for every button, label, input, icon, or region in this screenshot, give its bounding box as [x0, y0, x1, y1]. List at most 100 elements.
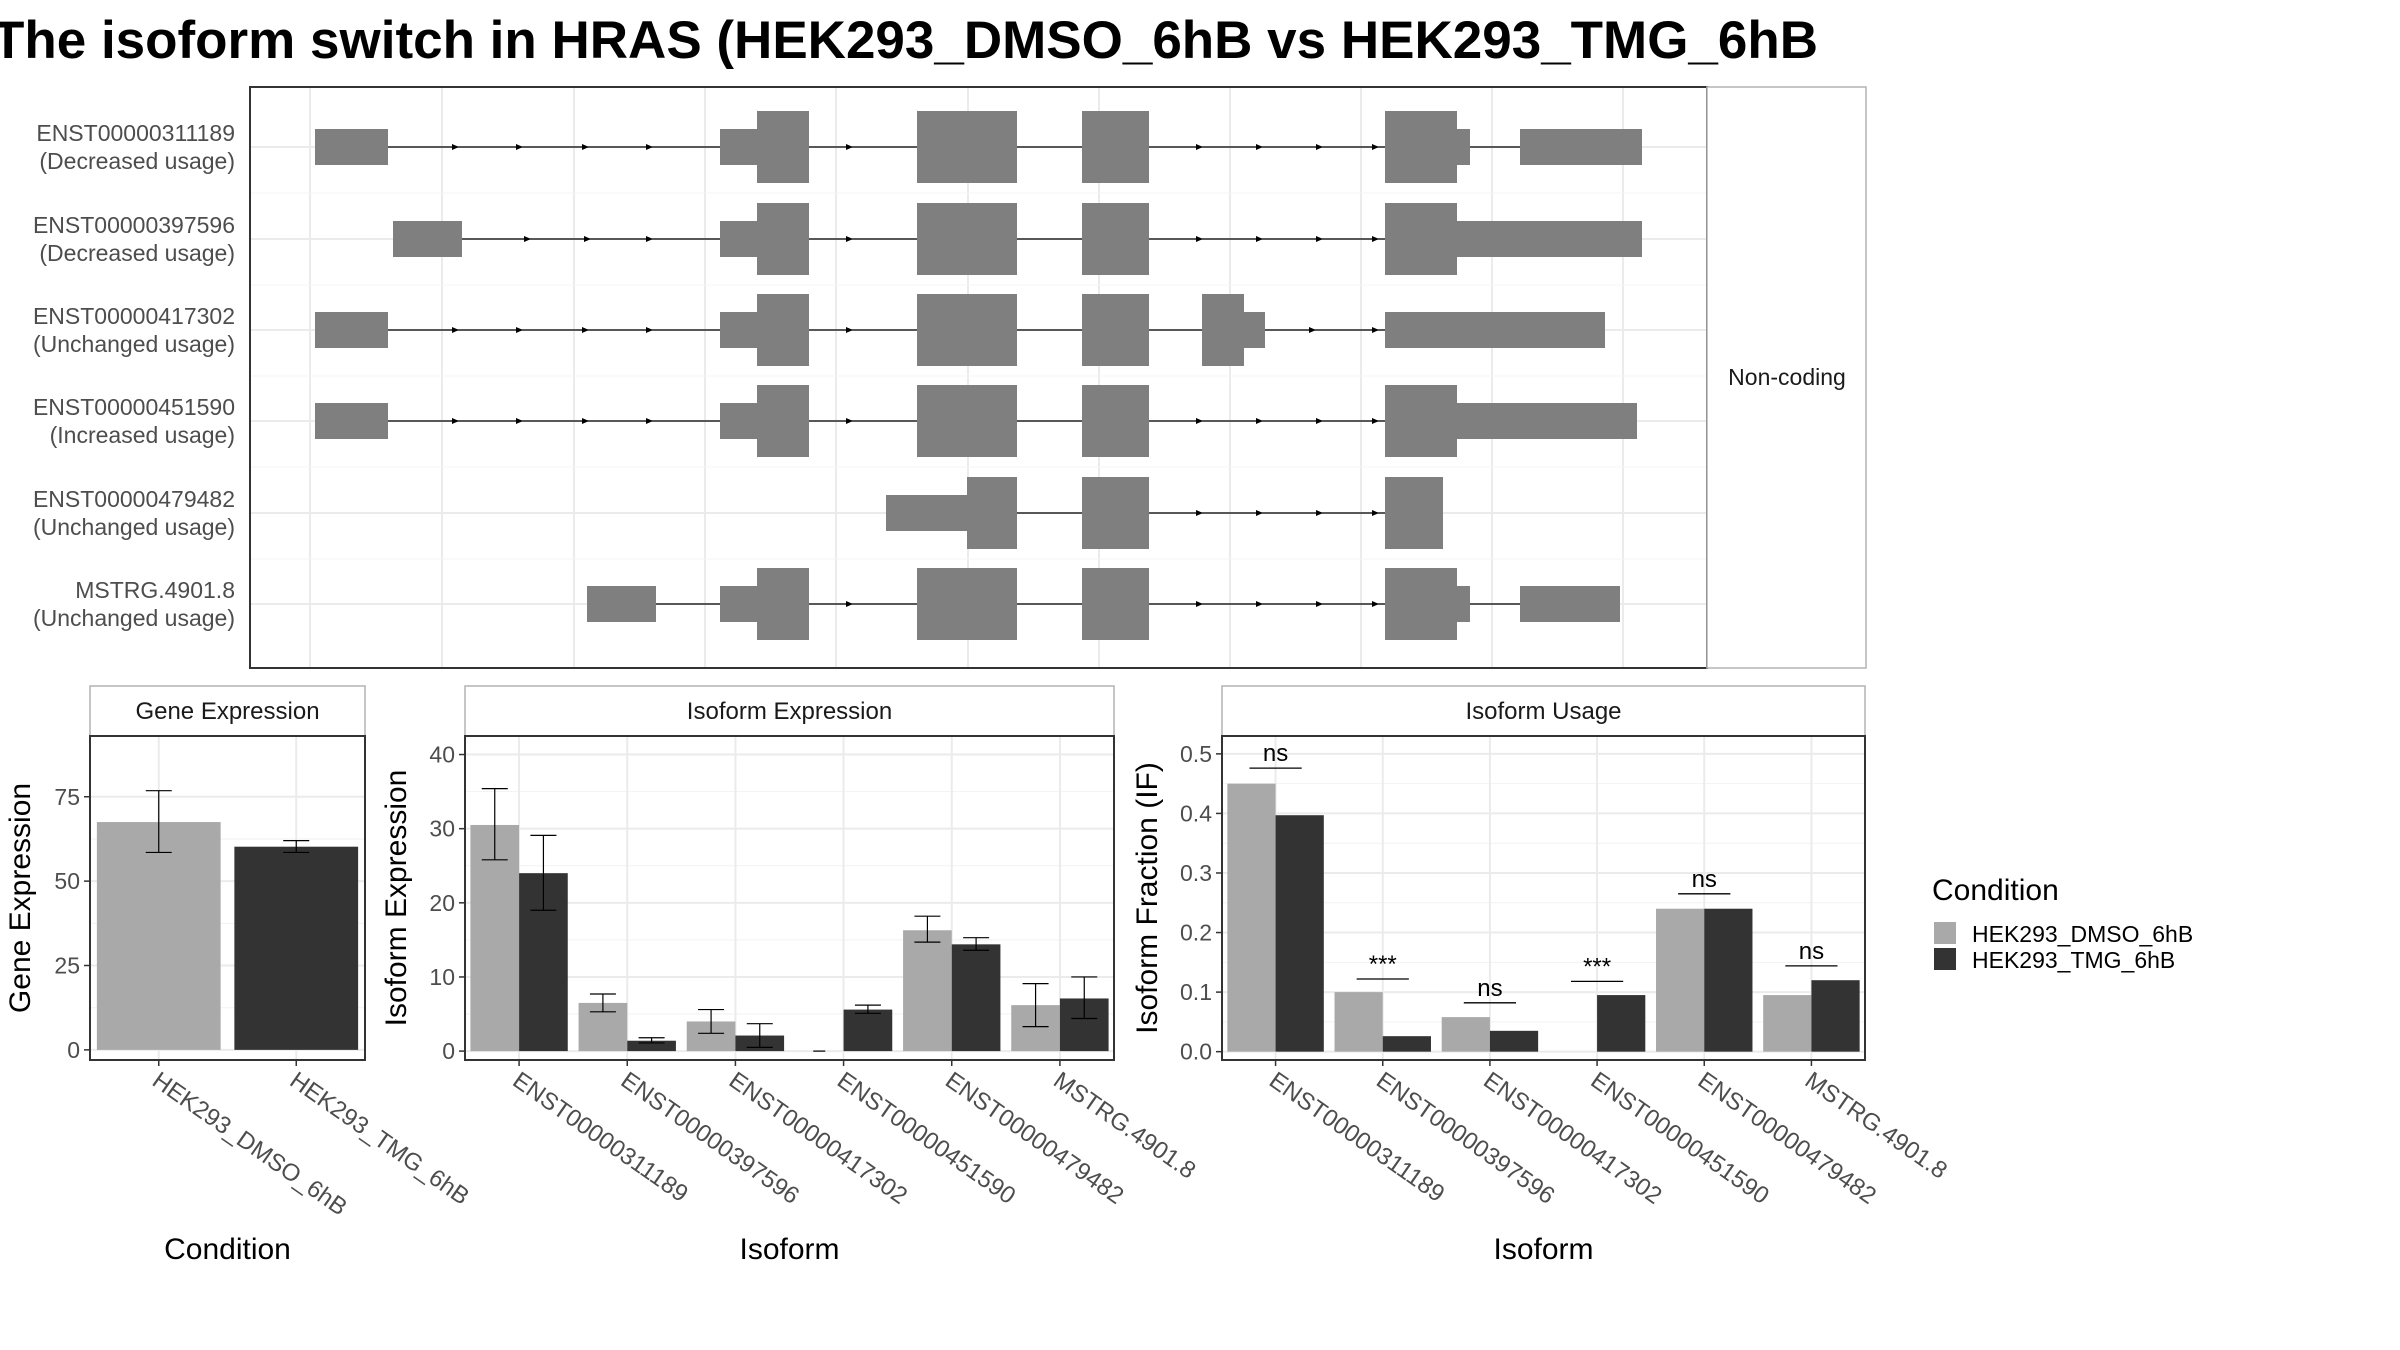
- x-tick-label: ENST00000311189: [508, 1067, 693, 1208]
- x-tick-label: ENST00000417302: [724, 1067, 912, 1210]
- coding-exon: [1082, 568, 1149, 640]
- intron-arrow: [1196, 144, 1203, 150]
- utr-exon: [720, 403, 757, 439]
- isoform-structure-panel: ENST00000311189(Decreased usage)ENST0000…: [33, 86, 1867, 669]
- intron-arrow: [1309, 327, 1316, 333]
- intron-arrow: [1196, 510, 1203, 516]
- x-axis-title: Isoform: [1493, 1233, 1593, 1266]
- intron-arrow: [582, 418, 589, 424]
- utr-exon: [720, 586, 757, 622]
- utr-exon: [1457, 403, 1637, 439]
- y-tick-label: 20: [429, 890, 455, 916]
- intron-arrow: [516, 327, 523, 333]
- intron-arrow: [846, 144, 853, 150]
- bar: [96, 822, 221, 1050]
- intron-arrow: [452, 144, 459, 150]
- bar: [627, 1040, 676, 1052]
- intron-arrow: [646, 236, 653, 242]
- x-tick-label: ENST00000451590: [832, 1067, 1020, 1210]
- coding-exon: [967, 477, 1017, 549]
- y-tick-label: 75: [54, 784, 80, 810]
- utr-exon: [720, 221, 757, 257]
- bar: [1334, 992, 1383, 1052]
- isoform-usage-label: (Unchanged usage): [33, 605, 235, 631]
- significance-label: ns: [1263, 740, 1288, 767]
- intron-arrow: [1316, 144, 1323, 150]
- y-tick-label: 0.3: [1180, 860, 1212, 886]
- intron-arrow: [582, 327, 589, 333]
- significance-label: ns: [1477, 975, 1502, 1002]
- significance-label: ***: [1583, 953, 1611, 980]
- coding-exon: [1202, 294, 1244, 366]
- bar: [903, 930, 952, 1052]
- utr-exon: [1457, 129, 1470, 165]
- coding-exon: [1082, 111, 1149, 183]
- utr-exon: [1385, 312, 1605, 348]
- panel-title: Isoform Usage: [1465, 698, 1621, 725]
- intron-arrow: [1316, 510, 1323, 516]
- intron-arrow: [452, 327, 459, 333]
- intron-arrow: [846, 601, 853, 607]
- transcript-model: [587, 568, 1620, 640]
- intron-arrow: [516, 418, 523, 424]
- y-tick-label: 0.5: [1180, 741, 1212, 767]
- significance-label: ***: [1369, 951, 1397, 978]
- utr-exon: [1457, 221, 1642, 257]
- intron-arrow: [524, 236, 531, 242]
- coding-exon: [757, 385, 809, 457]
- utr-exon: [587, 586, 656, 622]
- coding-exon: [1385, 477, 1443, 549]
- coding-exon: [1385, 568, 1457, 640]
- coding-exon: [917, 568, 1017, 640]
- legend-title: Condition: [1932, 874, 2059, 907]
- bars: [96, 790, 359, 1050]
- intron-arrow: [646, 327, 653, 333]
- x-tick-label: ENST00000479482: [940, 1067, 1128, 1210]
- coding-exon: [1082, 385, 1149, 457]
- y-tick-label: 10: [429, 964, 455, 990]
- coding-exon: [757, 111, 809, 183]
- coding-exon: [917, 111, 1017, 183]
- bar: [1597, 995, 1646, 1052]
- coding-exon: [1082, 477, 1149, 549]
- coding-exon: [917, 294, 1017, 366]
- x-axis-title: Condition: [164, 1233, 291, 1266]
- isoform-id-label: ENST00000397596: [33, 212, 235, 238]
- bars: [470, 788, 1109, 1052]
- intron-arrow: [1196, 601, 1203, 607]
- utr-exon: [315, 403, 388, 439]
- x-tick-label: ENST00000397596: [1371, 1067, 1559, 1210]
- y-tick-label: 0: [442, 1038, 455, 1064]
- utr-exon: [393, 221, 462, 257]
- intron-arrow: [516, 144, 523, 150]
- y-tick-label: 40: [429, 742, 455, 768]
- significance-label: ns: [1692, 866, 1717, 893]
- isoform-id-label: ENST00000417302: [33, 303, 235, 329]
- isoform-usage-label: (Unchanged usage): [33, 514, 235, 540]
- bar: [1489, 1030, 1539, 1052]
- bar: [1811, 980, 1860, 1052]
- isoform-usage-label: (Decreased usage): [39, 240, 235, 266]
- bar: [1441, 1017, 1490, 1052]
- intron-arrow: [1372, 510, 1379, 516]
- coding-exon: [757, 568, 809, 640]
- isoform-id-label: ENST00000479482: [33, 486, 235, 512]
- intron-arrow: [1372, 144, 1379, 150]
- y-axis-title: Isoform Expression: [380, 770, 413, 1027]
- bar: [843, 1009, 893, 1052]
- intron-arrow: [846, 418, 853, 424]
- bar: [1656, 908, 1705, 1052]
- bar: [1227, 783, 1276, 1052]
- intron-arrow: [1372, 418, 1379, 424]
- coding-exon: [1385, 385, 1457, 457]
- y-tick-label: 50: [54, 868, 80, 894]
- bar: [470, 824, 520, 1052]
- intron-arrow: [1256, 144, 1263, 150]
- legend-swatch: [1934, 922, 1956, 944]
- isoform-usage-label: (Increased usage): [50, 422, 235, 448]
- bar: [1382, 1036, 1431, 1052]
- isoform-usage-label: (Unchanged usage): [33, 331, 235, 357]
- transcript-model: [315, 385, 1637, 457]
